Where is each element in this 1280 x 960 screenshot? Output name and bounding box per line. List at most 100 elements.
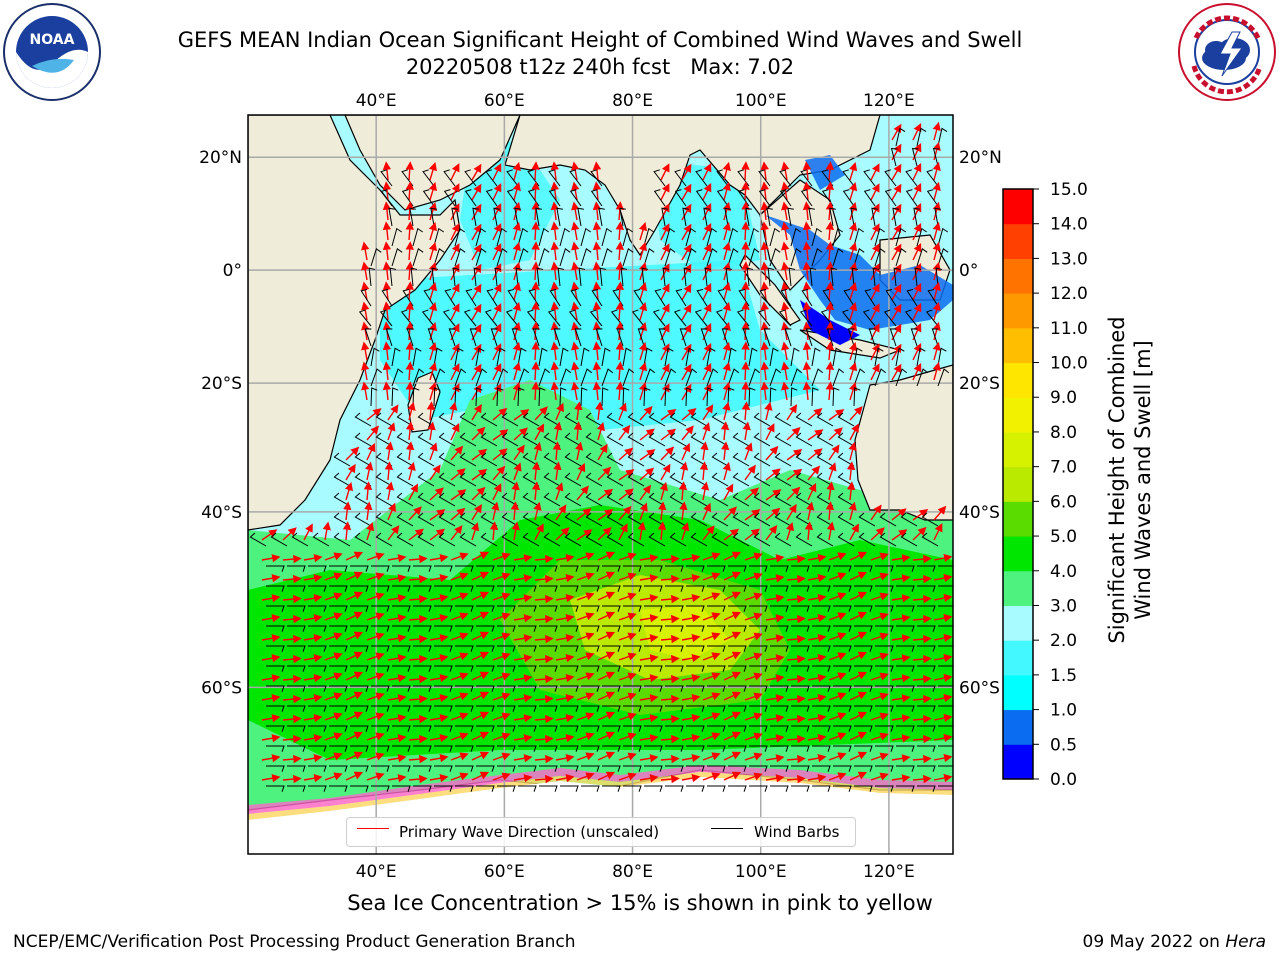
wind-barb (459, 412, 477, 427)
wind-barb (480, 432, 498, 447)
wave-direction-arrow (702, 632, 721, 641)
wave-direction-arrow (825, 161, 835, 181)
wave-direction-arrow (660, 363, 670, 381)
wave-direction-arrow (471, 403, 482, 421)
wave-direction-arrow (534, 634, 554, 644)
wave-direction-arrow (681, 593, 701, 603)
wave-direction-arrow (786, 554, 806, 564)
wave-direction-arrow (534, 614, 554, 624)
wave-direction-arrow (382, 341, 392, 361)
wind-barb (493, 207, 500, 227)
wind-barb (598, 207, 605, 227)
wind-barb (507, 288, 519, 307)
wind-barb (501, 532, 519, 547)
wave-direction-arrow (597, 631, 616, 641)
wind-barb (308, 665, 327, 672)
footer-date: 09 May 2022 on Hera (1083, 932, 1267, 952)
wind-barb (774, 412, 792, 427)
wave-direction-arrow (491, 501, 500, 521)
wind-barb (564, 532, 582, 547)
wind-barb (291, 532, 309, 547)
wave-direction-arrow (576, 462, 586, 481)
wind-barb (417, 452, 435, 467)
wind-barb (732, 512, 750, 527)
wind-barb (938, 645, 953, 647)
wave-direction-arrow (405, 161, 414, 181)
wave-direction-arrow (261, 674, 281, 683)
wave-direction-arrow (382, 281, 392, 301)
wave-direction-arrow (781, 201, 790, 221)
wave-direction-arrow (550, 261, 559, 281)
wind-barb (595, 328, 603, 347)
wind-barb (602, 585, 621, 592)
wind-barb (854, 625, 873, 632)
wave-direction-arrow (618, 488, 634, 501)
wind-barb (872, 267, 880, 287)
wind-barb (430, 207, 437, 227)
wind-barb (938, 565, 953, 567)
wind-barb (935, 267, 943, 287)
wave-direction-arrow (741, 401, 751, 421)
wind-barb (732, 452, 750, 467)
wind-barb (727, 368, 740, 387)
wind-barb (652, 309, 666, 327)
wave-direction-arrow (365, 461, 374, 481)
wave-direction-arrow (618, 592, 637, 601)
lon-tick-top-0: 40°E (356, 91, 397, 111)
wave-direction-arrow (891, 263, 902, 281)
wave-direction-arrow (429, 442, 438, 461)
wind-barb (511, 328, 519, 347)
wind-barb (434, 665, 453, 672)
wave-direction-arrow (450, 283, 460, 301)
wind-barb (801, 288, 813, 307)
noaa-logo: NOAA (3, 3, 101, 101)
wave-direction-arrow (618, 447, 634, 461)
wind-barb (433, 368, 446, 387)
wave-direction-arrow (450, 423, 460, 441)
wind-barb (724, 207, 731, 227)
wind-barb (707, 645, 726, 652)
wave-direction-arrow (450, 489, 467, 501)
wind-barb (749, 605, 768, 612)
wave-direction-arrow (342, 521, 352, 541)
colorbar-tick-13: 11.0 (1050, 319, 1088, 339)
wave-direction-arrow (765, 574, 785, 583)
wind-barb (454, 368, 467, 387)
wind-barb (727, 227, 738, 247)
wind-barb (475, 387, 483, 407)
wave-direction-arrow (512, 361, 521, 381)
wind-barb (539, 645, 558, 652)
wave-direction-arrow (303, 574, 323, 583)
wave-direction-arrow (912, 634, 932, 644)
wind-barb (917, 585, 936, 592)
wind-barb (821, 169, 834, 187)
wind-barb (522, 532, 540, 547)
wave-direction-arrow (744, 487, 760, 501)
wind-barb (753, 412, 771, 427)
colorbar-label: Significant Height of Combined Wind Waves… (1100, 290, 1160, 670)
wind-barb (368, 267, 376, 287)
wind-barb (559, 247, 571, 267)
wave-direction-arrow (471, 183, 482, 201)
wind-barb (832, 347, 842, 367)
wind-barb (413, 565, 432, 572)
wind-barb (896, 585, 915, 592)
wave-direction-arrow (615, 261, 624, 281)
wind-barb (287, 645, 306, 652)
wind-barb (664, 387, 672, 407)
wind-barb (853, 347, 863, 367)
wave-direction-arrow (802, 201, 812, 221)
wave-direction-arrow (639, 654, 659, 663)
wind-barb (842, 169, 855, 187)
wind-barb (937, 368, 950, 387)
wave-direction-arrow (512, 241, 521, 261)
wave-direction-arrow (471, 243, 482, 261)
wave-direction-arrow (428, 381, 437, 401)
wind-barb (329, 585, 348, 592)
wave-direction-arrow (592, 341, 602, 361)
wind-barb (616, 328, 624, 347)
wave-direction-arrow (744, 592, 763, 601)
wave-direction-arrow (615, 321, 624, 341)
wind-barb (413, 585, 432, 592)
wave-direction-arrow (741, 241, 750, 261)
